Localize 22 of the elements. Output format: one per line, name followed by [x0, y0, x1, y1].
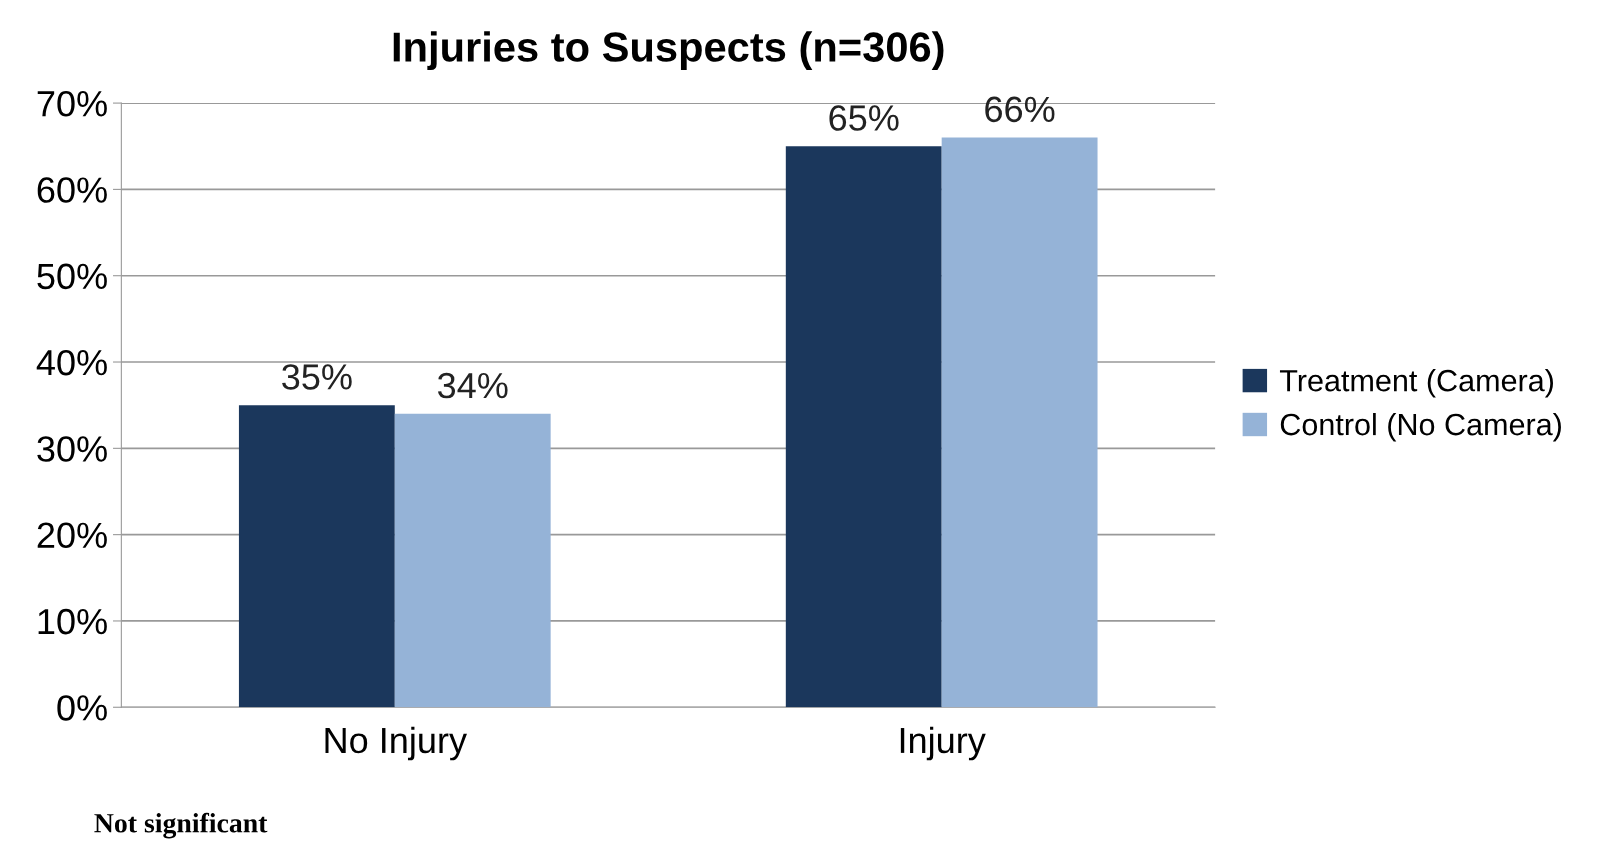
y-tick-label: 70%	[37, 90, 107, 117]
y-tick-label: 50%	[37, 263, 107, 290]
legend-label: Treatment (Camera)	[1279, 369, 1553, 398]
bar	[238, 405, 395, 708]
y-tick-label: 20%	[37, 522, 107, 549]
x-tick-label: No Injury	[325, 726, 467, 761]
data-label: 34%	[437, 372, 508, 399]
y-tick-label: 30%	[37, 436, 107, 462]
y-tick-label: 60%	[37, 177, 107, 203]
text: Not significant	[94, 812, 268, 839]
chart-title: Injuries to Suspects (n=306)	[393, 31, 944, 71]
y-tick-label: 0%	[57, 695, 107, 721]
data-label: 65%	[829, 105, 899, 131]
y-tick-label: 40%	[36, 349, 107, 376]
bar	[785, 146, 942, 708]
data-label: 66%	[985, 96, 1055, 123]
bar	[394, 413, 551, 708]
data-label: 35%	[282, 364, 352, 390]
x-tick-label: Injury	[900, 726, 986, 761]
bar	[941, 137, 1098, 708]
y-tick-label: 10%	[38, 608, 107, 635]
legend-label: Control (No Camera)	[1280, 412, 1561, 442]
